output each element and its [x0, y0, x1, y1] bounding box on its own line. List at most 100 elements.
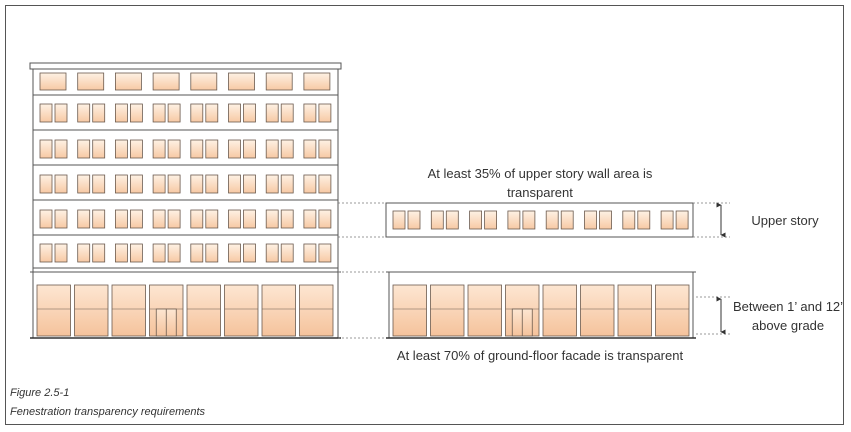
window [129, 174, 143, 194]
figure-number: Figure 2.5-1 [10, 387, 70, 399]
window [167, 103, 181, 123]
window [280, 103, 294, 123]
window [77, 174, 91, 194]
window [243, 174, 256, 194]
window [599, 210, 612, 230]
window [228, 139, 241, 159]
window [190, 174, 204, 194]
window [54, 174, 68, 194]
upper-story-label: Upper story [751, 213, 819, 228]
window [265, 174, 279, 194]
window [54, 243, 68, 263]
upper-story-requirement-note: At least 35% of upper story wall area is… [427, 166, 653, 200]
window [205, 243, 219, 263]
window [39, 174, 53, 194]
window [54, 139, 68, 159]
window [115, 72, 142, 91]
window [152, 72, 180, 91]
window [77, 103, 91, 123]
window [167, 174, 181, 194]
window [115, 174, 128, 194]
window [560, 210, 574, 230]
window [469, 210, 483, 230]
storefront-window [111, 284, 146, 337]
window [265, 72, 293, 91]
window [190, 243, 204, 263]
storefront-window [299, 284, 334, 337]
window [675, 210, 689, 230]
window [167, 243, 181, 263]
window [484, 210, 498, 230]
figure-frame [5, 5, 844, 425]
window [280, 209, 294, 229]
storefront-window [655, 284, 690, 337]
window [622, 210, 636, 230]
window [303, 243, 317, 263]
window [129, 209, 143, 229]
ground-floor-section [386, 271, 696, 339]
window [54, 209, 68, 229]
window [190, 72, 218, 91]
window [190, 103, 204, 123]
window [205, 174, 219, 194]
window [545, 210, 559, 230]
window [205, 209, 219, 229]
window [445, 210, 459, 230]
window [318, 243, 332, 263]
window [303, 174, 317, 194]
window [584, 210, 597, 230]
window [152, 174, 166, 194]
window [92, 103, 106, 123]
window [152, 209, 166, 229]
window [129, 103, 143, 123]
window [190, 139, 204, 159]
window [303, 72, 331, 91]
storefront-window [74, 284, 109, 337]
window [77, 139, 91, 159]
storefront-window [580, 284, 615, 337]
window [115, 209, 128, 229]
storefront-window [617, 284, 652, 337]
window [318, 174, 332, 194]
window [243, 103, 256, 123]
upper-story-section [385, 202, 694, 238]
storefront-window [430, 284, 465, 337]
window [54, 103, 68, 123]
window [265, 243, 279, 263]
cornice [29, 62, 342, 70]
window [303, 103, 317, 123]
window [152, 243, 166, 263]
window [660, 210, 674, 230]
window [77, 209, 91, 229]
window [115, 243, 128, 263]
window [522, 210, 536, 230]
window [280, 243, 294, 263]
window [637, 210, 651, 230]
window [167, 209, 181, 229]
window [152, 139, 166, 159]
window [228, 72, 255, 91]
window [507, 210, 521, 230]
window [392, 210, 406, 230]
window [205, 103, 219, 123]
window [228, 103, 241, 123]
window [190, 209, 204, 229]
storefront-window [467, 284, 502, 337]
window [303, 139, 317, 159]
window [77, 72, 105, 91]
storefront-window [36, 284, 71, 337]
window [265, 103, 279, 123]
ground-floor-height-label: Between 1’ and 12’ above grade [732, 299, 844, 333]
window [92, 243, 106, 263]
storefront-window [224, 284, 259, 337]
window [39, 72, 67, 91]
window [228, 243, 241, 263]
storefront-window [542, 284, 577, 337]
window [280, 139, 294, 159]
storefront-window [261, 284, 296, 337]
window [243, 209, 256, 229]
window [39, 243, 53, 263]
window [280, 174, 294, 194]
window [167, 139, 181, 159]
storefront-window [186, 284, 221, 337]
